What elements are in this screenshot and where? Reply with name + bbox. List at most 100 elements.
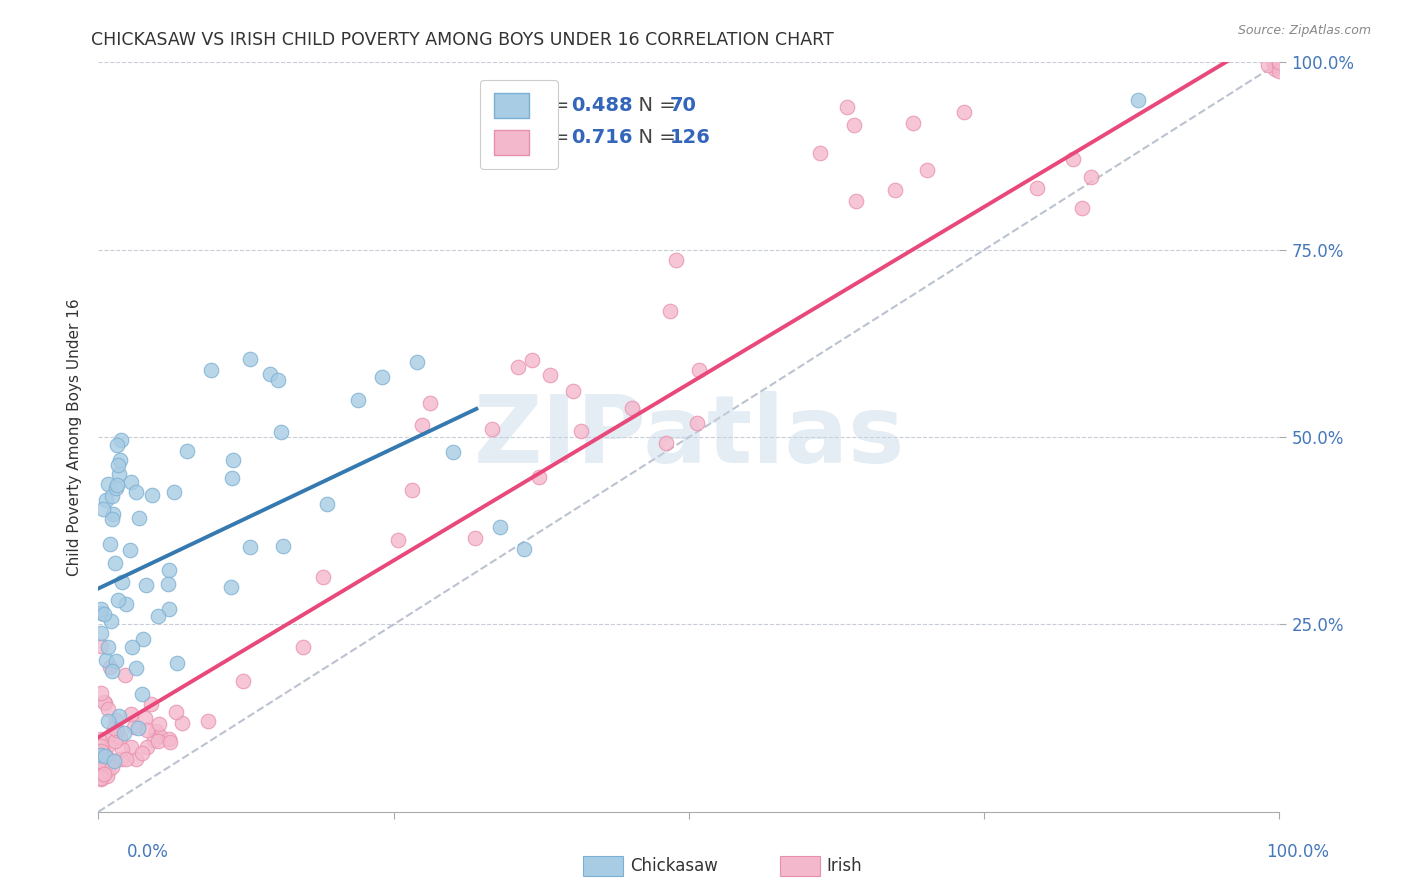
Point (149, 729, 172, 743)
Point (120, 707, 142, 722)
Point (315, 496, 337, 510)
Text: N =: N = (626, 96, 682, 115)
Point (1263, 55, 1285, 70)
Point (222, 453, 245, 467)
Point (103, 721, 125, 735)
Point (1268, 55, 1291, 70)
Point (120, 740, 142, 755)
Point (239, 352, 262, 367)
Point (163, 484, 186, 499)
Point (105, 481, 128, 495)
Point (103, 754, 125, 768)
Point (688, 363, 710, 377)
Point (844, 118, 866, 132)
Point (110, 730, 132, 744)
Point (132, 632, 155, 646)
Point (159, 735, 181, 749)
Point (98, 660, 121, 674)
Point (267, 373, 290, 387)
Point (141, 488, 163, 502)
Point (94, 696, 117, 710)
Point (884, 183, 907, 197)
Point (91, 502, 114, 516)
Point (481, 422, 503, 436)
Point (136, 723, 159, 737)
Point (94, 748, 117, 763)
Point (165, 706, 187, 720)
Point (419, 396, 441, 410)
Point (104, 734, 127, 748)
Point (166, 657, 188, 671)
Point (1268, 55, 1291, 70)
Point (232, 674, 254, 689)
Text: Chickasaw: Chickasaw (630, 857, 718, 875)
Point (120, 475, 142, 489)
Point (835, 100, 858, 114)
Text: R =: R = (533, 96, 575, 115)
Point (157, 731, 180, 746)
Point (1267, 59, 1289, 73)
Point (107, 458, 129, 472)
Point (97, 640, 120, 655)
Text: N =: N = (626, 128, 682, 147)
Point (94, 493, 117, 508)
Point (401, 483, 423, 497)
Point (146, 733, 169, 747)
Point (1080, 169, 1102, 184)
Point (259, 367, 281, 381)
Point (104, 713, 127, 727)
Point (1264, 62, 1286, 76)
Point (1268, 57, 1291, 71)
Point (145, 723, 167, 738)
Point (90, 759, 112, 773)
Point (520, 353, 543, 368)
Point (1267, 55, 1289, 70)
Point (1267, 55, 1289, 70)
Text: R =: R = (533, 128, 575, 147)
Point (1268, 55, 1291, 70)
Point (311, 570, 333, 584)
Point (93, 607, 115, 621)
Point (411, 418, 433, 433)
Point (270, 425, 292, 440)
Point (97, 477, 120, 491)
Point (221, 471, 243, 485)
Point (100, 760, 122, 774)
Point (97, 751, 120, 765)
Point (105, 437, 128, 451)
Point (114, 597, 136, 611)
Point (101, 508, 124, 522)
Point (122, 720, 145, 734)
Point (91, 755, 114, 769)
Point (200, 363, 222, 377)
Point (952, 104, 974, 119)
Point (100, 614, 122, 628)
Text: 0.716: 0.716 (571, 128, 633, 147)
Point (97, 739, 120, 753)
Point (98, 537, 121, 551)
Point (128, 511, 150, 525)
Point (569, 424, 592, 438)
Point (90, 640, 112, 654)
Point (686, 416, 709, 430)
Point (1268, 55, 1291, 70)
Point (121, 640, 143, 654)
Point (90, 744, 112, 758)
Point (90, 747, 112, 762)
Point (489, 520, 512, 534)
Point (1025, 181, 1047, 195)
Point (1268, 55, 1291, 70)
Point (111, 742, 134, 756)
Point (135, 577, 157, 591)
Point (90, 772, 112, 786)
Point (136, 740, 159, 755)
Point (146, 609, 169, 624)
Point (105, 654, 128, 668)
Point (1268, 57, 1291, 71)
Point (1268, 55, 1291, 70)
Text: 70: 70 (671, 96, 697, 115)
Point (100, 727, 122, 741)
Point (561, 384, 583, 399)
Point (1268, 64, 1291, 78)
Point (114, 668, 136, 682)
